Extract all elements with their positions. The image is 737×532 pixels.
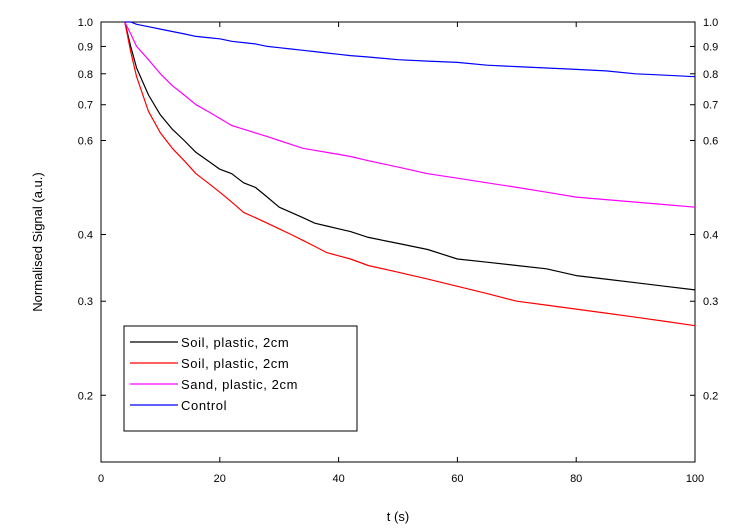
x-tick-label: 40: [332, 473, 344, 485]
x-tick-label: 60: [451, 473, 463, 485]
series-line-0: [124, 21, 696, 291]
y-tick-label-left: 0.3: [78, 296, 93, 308]
legend-label: Sand, plastic, 2cm: [181, 377, 298, 392]
axis-ticks: [100, 21, 696, 462]
x-tick-label: 0: [98, 473, 104, 485]
y-tick-label-right: 1.0: [703, 17, 718, 29]
y-tick-label-right: 0.3: [703, 296, 718, 308]
x-axis-title: t (s): [387, 509, 409, 524]
series-line-1: [124, 21, 696, 327]
y-tick-label-left: 0.7: [78, 100, 93, 112]
y-tick-label-right: 0.2: [703, 390, 718, 402]
y-axis-title: Normalised Signal (a.u.): [30, 172, 45, 311]
y-tick-label-right: 0.4: [703, 230, 718, 242]
axis-tick-labels: 0 20 40 60 80 100 0.2 0.2 0.3 0.3 0.4 0.4 0.6 0.6 0.7 0…: [78, 17, 719, 485]
y-tick-label-left: 1.0: [78, 17, 93, 29]
y-tick-label-right: 0.9: [703, 41, 718, 53]
plot-frame: [100, 21, 696, 463]
y-tick-label-left: 0.6: [78, 135, 93, 147]
legend-label: Soil, plastic, 2cm: [181, 335, 289, 350]
legend-box: [123, 325, 358, 432]
legend: Soil, plastic, 2cm Soil, plastic, 2cm Sand…: [123, 325, 358, 432]
y-tick-label-right: 0.7: [703, 100, 718, 112]
y-tick-label-left: 0.8: [78, 69, 93, 81]
y-tick-label-right: 0.6: [703, 135, 718, 147]
x-tick-label: 100: [686, 473, 704, 485]
x-tick-label: 20: [214, 473, 226, 485]
legend-label: Control: [181, 398, 227, 413]
legend-items: Soil, plastic, 2cm Soil, plastic, 2cm Sand…: [130, 335, 298, 413]
y-tick-label-right: 0.8: [703, 69, 718, 81]
legend-label: Soil, plastic, 2cm: [181, 356, 289, 371]
series-line-2: [124, 21, 696, 208]
x-tick-label: 80: [570, 473, 582, 485]
series-line-3: [124, 21, 696, 78]
series-lines: [124, 21, 696, 327]
y-tick-label-left: 0.9: [78, 41, 93, 53]
y-tick-label-left: 0.2: [78, 390, 93, 402]
y-tick-label-left: 0.4: [78, 230, 93, 242]
